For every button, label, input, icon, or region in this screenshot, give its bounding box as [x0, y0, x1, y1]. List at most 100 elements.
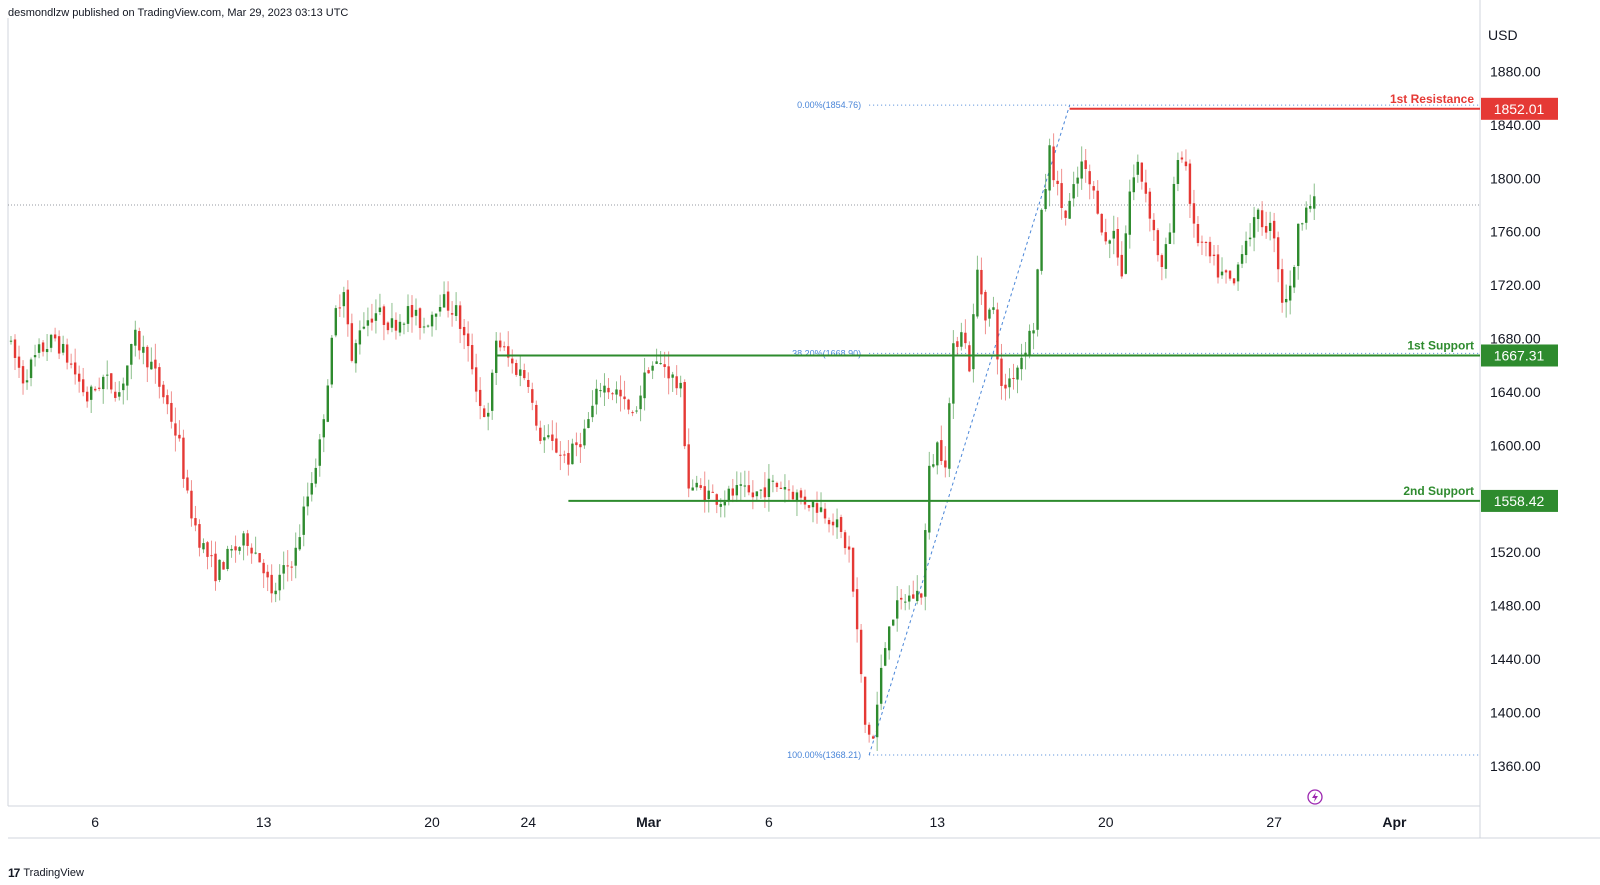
candle	[623, 380, 626, 410]
candle	[1128, 179, 1131, 249]
resistance-price-tag	[1481, 97, 1558, 120]
candle	[1256, 208, 1260, 232]
candle	[871, 734, 875, 740]
candle	[1293, 264, 1296, 294]
candle	[1288, 270, 1292, 315]
candle	[1272, 212, 1276, 253]
candle	[831, 513, 835, 536]
candle	[908, 585, 911, 610]
candle	[900, 589, 903, 610]
candle	[1144, 169, 1148, 203]
candle	[543, 425, 546, 453]
candle	[1036, 268, 1039, 337]
candle	[956, 336, 959, 355]
support-price-tag-text: 1558.42	[1494, 493, 1545, 509]
candle	[182, 429, 185, 488]
candle	[286, 550, 289, 582]
candle	[246, 529, 249, 556]
candle	[254, 536, 257, 555]
candle	[811, 500, 815, 523]
candle	[1301, 222, 1304, 231]
candle	[386, 321, 390, 335]
candle	[523, 363, 526, 381]
candle	[57, 330, 61, 360]
fibonacci-retracement[interactable]: 0.00%(1854.76) 38.20%(1668.90) 100.00%(136…	[787, 100, 1480, 760]
candle	[302, 496, 305, 547]
candle	[747, 470, 751, 496]
time-axis[interactable]: 6 13 20 24 Mar 6 13 20 27 Apr	[91, 814, 1407, 830]
candle	[77, 365, 81, 393]
candle	[851, 547, 855, 598]
candle	[603, 373, 606, 406]
candle	[174, 407, 177, 452]
candle	[1000, 343, 1003, 400]
y-tick-label: 1840.00	[1490, 117, 1541, 133]
candle	[675, 365, 678, 395]
candle	[591, 390, 594, 423]
candle	[920, 592, 923, 605]
candle	[1100, 213, 1103, 236]
candle	[743, 470, 747, 498]
candle	[892, 619, 895, 627]
candle	[33, 344, 37, 367]
candle	[507, 331, 510, 367]
candle	[835, 508, 839, 539]
fib-level-label: 0.00%(1854.76)	[797, 100, 861, 110]
y-tick-label: 1360.00	[1490, 758, 1541, 774]
candle	[350, 313, 354, 363]
candle	[683, 379, 686, 450]
candle	[166, 389, 169, 415]
candle	[807, 505, 811, 512]
tradingview-logo[interactable]: 17 TradingView	[8, 866, 84, 880]
support-resistance-levels[interactable]: 1st Resistance 1852.01 1st Support 1667.31 2…	[496, 92, 1558, 512]
candle	[190, 480, 193, 527]
candle	[49, 333, 53, 353]
candle	[318, 433, 321, 477]
y-tick-label: 1520.00	[1490, 544, 1541, 560]
candle	[615, 381, 618, 404]
candle	[519, 355, 522, 387]
candle	[1056, 170, 1059, 196]
candle	[499, 332, 502, 352]
y-tick-label: 1880.00	[1490, 63, 1541, 79]
candle	[896, 586, 899, 632]
candle	[1280, 258, 1284, 313]
candle	[767, 464, 771, 512]
candle	[214, 541, 217, 591]
y-tick-label: 1680.00	[1490, 331, 1541, 347]
candle	[1216, 244, 1220, 284]
candle	[567, 440, 570, 476]
candle	[398, 314, 402, 337]
candle	[691, 479, 694, 491]
candle	[470, 333, 474, 375]
price-axis[interactable]: USD 1880.00 1840.00 1800.00 1760.00 1720.00 16…	[1488, 27, 1541, 774]
support-price-tag	[1481, 489, 1558, 512]
candle	[314, 458, 317, 488]
candle	[410, 295, 414, 333]
candle	[944, 446, 947, 478]
candle	[306, 482, 309, 516]
candle	[823, 502, 827, 524]
candle	[952, 330, 955, 419]
candle	[138, 327, 141, 360]
replay-icon[interactable]	[1307, 789, 1323, 805]
candle	[154, 343, 157, 384]
candle	[310, 472, 313, 502]
candle	[495, 332, 498, 386]
candle	[462, 318, 466, 350]
candle	[1136, 154, 1140, 183]
candle	[1088, 164, 1091, 200]
candle	[1080, 146, 1083, 190]
candle	[1276, 231, 1280, 283]
tradingview-logo-text: TradingView	[23, 867, 84, 879]
candle	[130, 343, 133, 380]
candle	[1184, 149, 1188, 171]
candle	[1176, 152, 1180, 192]
candle	[218, 559, 221, 583]
candle	[671, 371, 674, 392]
x-tick-label: 20	[424, 814, 440, 830]
candle	[466, 321, 470, 362]
candle	[1172, 176, 1176, 245]
candle	[346, 280, 350, 337]
